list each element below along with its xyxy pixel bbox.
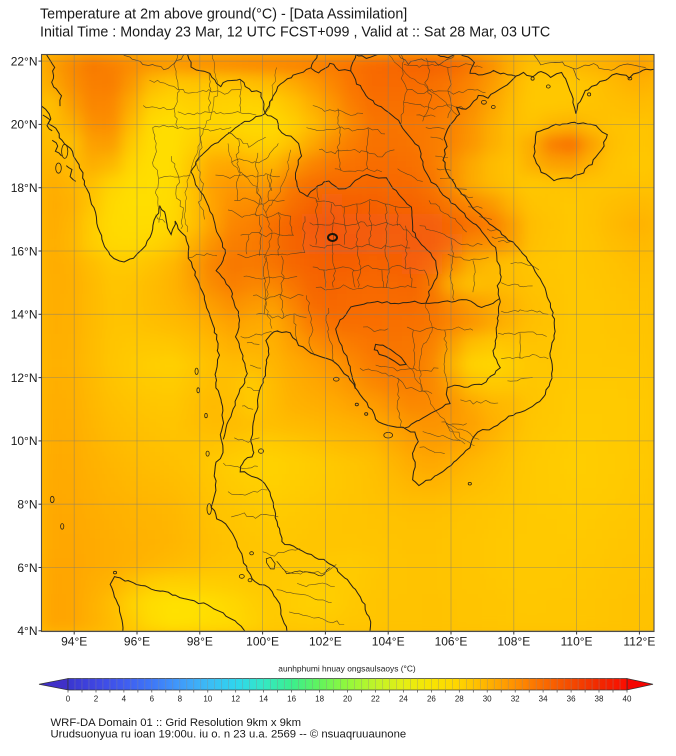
- svg-text:14°N: 14°N: [11, 308, 38, 322]
- svg-text:34: 34: [539, 695, 548, 704]
- svg-text:100°E: 100°E: [246, 635, 279, 649]
- svg-text:8: 8: [178, 695, 183, 704]
- svg-text:8°N: 8°N: [17, 498, 37, 512]
- svg-text:104°E: 104°E: [372, 635, 405, 649]
- svg-text:Temperature at 2m above ground: Temperature at 2m above ground(°C) - [Da…: [40, 7, 407, 23]
- svg-text:16: 16: [287, 695, 296, 704]
- svg-text:106°E: 106°E: [435, 635, 468, 649]
- svg-text:10°N: 10°N: [11, 434, 38, 448]
- svg-text:12°N: 12°N: [11, 371, 38, 385]
- svg-text:18°N: 18°N: [11, 181, 38, 195]
- svg-text:24: 24: [399, 695, 408, 704]
- svg-text:98°E: 98°E: [187, 635, 213, 649]
- svg-text:96°E: 96°E: [124, 635, 150, 649]
- svg-text:0: 0: [66, 695, 71, 704]
- svg-text:18: 18: [315, 695, 324, 704]
- svg-text:20: 20: [343, 695, 352, 704]
- svg-text:40: 40: [623, 695, 632, 704]
- svg-text:10: 10: [203, 695, 212, 704]
- svg-text:Urudsuonyua ru ioan 19:00u. iu: Urudsuonyua ru ioan 19:00u. iu o. n 23 u…: [51, 729, 407, 741]
- svg-text:28: 28: [455, 695, 464, 704]
- svg-text:2: 2: [94, 695, 99, 704]
- svg-text:32: 32: [511, 695, 520, 704]
- svg-text:WRF-DA Domain 01 :: Grid Resol: WRF-DA Domain 01 :: Grid Resolution 9km …: [51, 717, 301, 729]
- svg-text:22: 22: [371, 695, 380, 704]
- svg-text:Initial Time : Monday 23 Mar,: Initial Time : Monday 23 Mar, 12 UTC FCS…: [40, 24, 550, 40]
- svg-text:112°E: 112°E: [623, 635, 655, 649]
- svg-text:4: 4: [122, 695, 127, 704]
- svg-text:4°N: 4°N: [17, 624, 37, 638]
- svg-text:14: 14: [259, 695, 268, 704]
- svg-text:94°E: 94°E: [61, 635, 87, 649]
- svg-text:6°N: 6°N: [17, 561, 37, 575]
- svg-text:6: 6: [150, 695, 155, 704]
- svg-text:36: 36: [567, 695, 576, 704]
- svg-text:30: 30: [483, 695, 492, 704]
- svg-text:108°E: 108°E: [497, 635, 530, 649]
- svg-text:22°N: 22°N: [11, 54, 38, 68]
- svg-text:102°E: 102°E: [309, 635, 342, 649]
- svg-text:110°E: 110°E: [561, 635, 593, 649]
- svg-text:aunhphumi hnuay ongsaulsaoys (: aunhphumi hnuay ongsaulsaoys (°C): [278, 664, 416, 674]
- svg-text:16°N: 16°N: [11, 244, 38, 258]
- svg-text:26: 26: [427, 695, 436, 704]
- svg-text:20°N: 20°N: [11, 118, 38, 132]
- svg-text:38: 38: [595, 695, 604, 704]
- svg-text:12: 12: [231, 695, 240, 704]
